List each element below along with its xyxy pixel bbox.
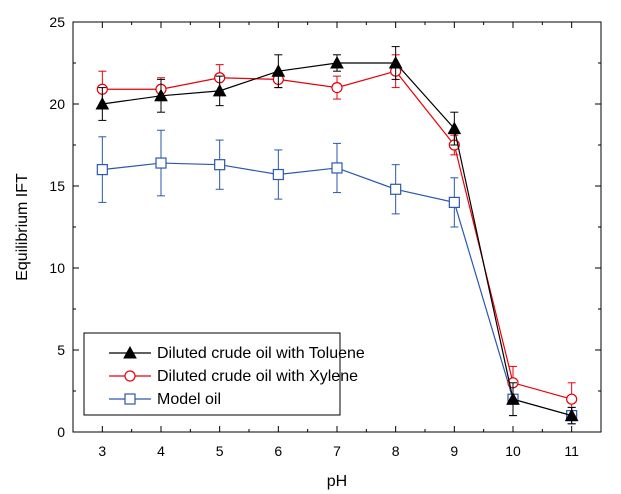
model-oil-point <box>96 164 108 176</box>
diluted-crude-oil-with-toluene-legend-label: Diluted crude oil with Toluene <box>157 345 365 362</box>
y-tick-label: 15 <box>49 178 65 194</box>
y-axis-label: Equilibrium IFT <box>14 173 31 281</box>
diluted-crude-oil-with-toluene-point <box>271 64 286 77</box>
model-oil-legend-label: Model oil <box>157 391 221 408</box>
x-tick-label: 9 <box>450 443 458 459</box>
series-layer <box>95 46 579 425</box>
legend: Diluted crude oil with Toluene Diluted cr… <box>83 332 365 416</box>
x-axis-label: pH <box>327 473 347 490</box>
y-tick-label: 5 <box>57 342 65 358</box>
diluted-crude-oil-with-toluene-series <box>95 46 579 425</box>
diluted-crude-oil-with-xylene-legend-marker <box>124 370 136 382</box>
diluted-crude-oil-with-toluene-point <box>447 121 462 135</box>
x-tick-label: 6 <box>274 443 282 459</box>
diluted-crude-oil-with-toluene-point <box>388 55 403 69</box>
model-oil-point <box>331 162 343 174</box>
diluted-crude-oil-with-xylene-legend-label: Diluted crude oil with Xylene <box>157 368 358 385</box>
model-oil-legend-marker <box>124 393 136 405</box>
diluted-crude-oil-with-toluene-point <box>564 408 579 422</box>
diluted-crude-oil-with-toluene-point <box>506 392 520 405</box>
diluted-crude-oil-with-toluene-point <box>154 88 168 102</box>
model-oil-point <box>448 196 460 208</box>
model-oil-point <box>390 183 402 195</box>
x-tick-label: 5 <box>216 443 224 459</box>
x-tick-label: 3 <box>98 443 106 459</box>
model-oil-point <box>214 159 226 171</box>
y-ticks: 0 5 10 15 20 25 <box>49 14 601 440</box>
diluted-crude-oil-with-toluene-legend-marker <box>123 345 137 359</box>
y-tick-label: 20 <box>49 96 65 112</box>
legend-items: Diluted crude oil with Toluene Diluted cr… <box>109 345 365 408</box>
diluted-crude-oil-with-toluene-point <box>330 55 344 69</box>
model-oil-point <box>155 157 167 169</box>
y-tick-label: 10 <box>49 260 65 276</box>
x-tick-label: 10 <box>505 443 521 459</box>
x-ticks: 3 4 5 6 7 8 9 10 11 <box>98 22 579 459</box>
diluted-crude-oil-with-toluene-point <box>212 83 227 97</box>
x-tick-label: 4 <box>157 443 165 459</box>
diluted-crude-oil-with-xylene-point <box>331 81 343 94</box>
y-tick-label: 25 <box>49 14 65 30</box>
x-tick-label: 8 <box>392 443 400 459</box>
x-tick-label: 11 <box>564 443 579 459</box>
diluted-crude-oil-with-xylene-point <box>566 393 578 405</box>
x-tick-label: 7 <box>333 443 341 459</box>
model-oil-point <box>272 168 284 181</box>
diluted-crude-oil-with-toluene-point <box>95 96 110 110</box>
y-tick-label: 0 <box>57 424 65 440</box>
